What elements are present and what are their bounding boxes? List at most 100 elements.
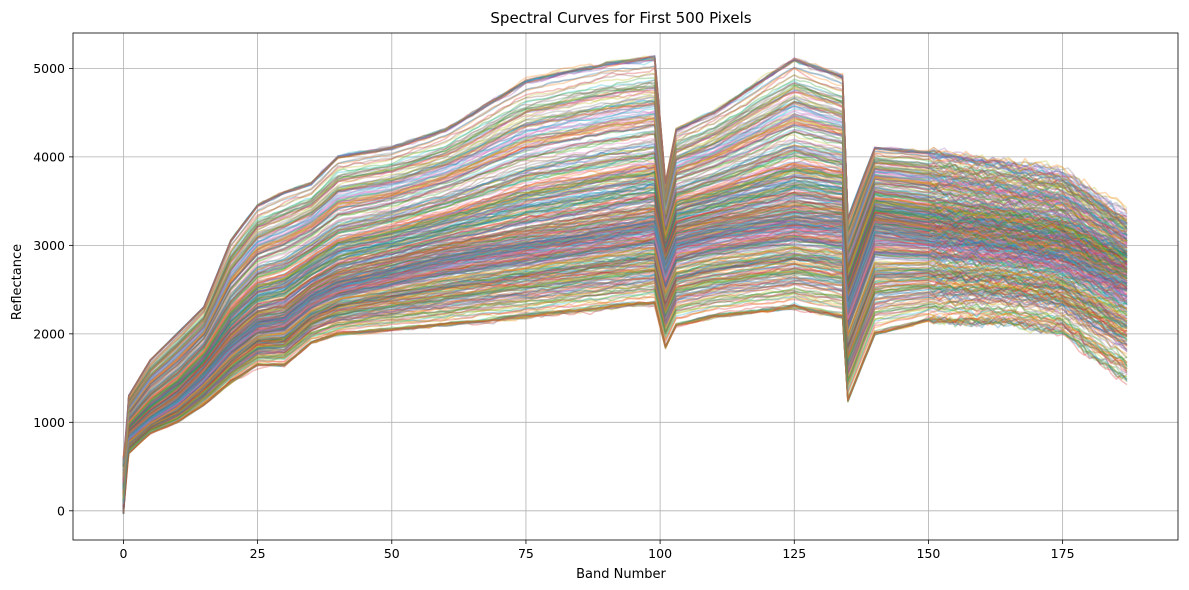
spectral-curve (122, 222, 1128, 481)
spectral-curve (122, 223, 1128, 492)
x-tick-label: 100 (648, 546, 672, 561)
spectral-curve (122, 84, 1128, 498)
spectral-curve (122, 98, 1128, 460)
spectral-curve (122, 215, 1128, 500)
spectral-curve (122, 245, 1128, 484)
spectral-curve (122, 302, 1128, 491)
spectral-curve (122, 73, 1128, 462)
spectral-curve (122, 176, 1128, 496)
spectral-curve (122, 246, 1128, 470)
spectral-curve (122, 235, 1128, 500)
spectral-curve (122, 234, 1128, 496)
spectral-curve (122, 238, 1128, 504)
spectral-curve (122, 250, 1128, 474)
x-tick-label: 150 (917, 546, 941, 561)
spectral-curve (122, 243, 1128, 510)
spectral-curve (122, 109, 1128, 514)
y-tick-label: 0 (57, 503, 65, 518)
spectral-curve (122, 269, 1128, 474)
grid (73, 33, 1178, 540)
x-tick-label: 50 (384, 546, 400, 561)
spectral-curve (122, 185, 1128, 503)
spectral-curve (122, 217, 1128, 506)
spectral-curve (122, 119, 1128, 511)
spectral-curve (122, 255, 1128, 479)
spectral-curve (122, 166, 1128, 514)
y-tick-label: 1000 (33, 415, 65, 430)
spectral-curve (122, 224, 1128, 513)
spectral-curve (122, 263, 1128, 481)
spectral-curve (122, 254, 1128, 490)
spectral-curve (122, 188, 1128, 466)
spectral-curve (122, 282, 1128, 470)
spectral-curve (122, 231, 1128, 506)
spectral-curve (122, 112, 1128, 480)
spectral-curve (122, 189, 1128, 496)
spectral-curve (122, 300, 1128, 486)
spectral-curve (122, 153, 1128, 473)
spectral-curve (122, 175, 1127, 496)
spectral-curve (122, 164, 1128, 475)
spectral-curve (122, 237, 1128, 493)
spectral-curve (122, 224, 1128, 507)
spectral-curve (122, 168, 1128, 458)
spectral-curve (122, 236, 1128, 487)
spectral-curve (122, 220, 1128, 483)
spectral-curve (122, 211, 1128, 514)
spectral-curve (122, 272, 1128, 486)
spectral-curve (122, 214, 1128, 471)
spectral-curve (122, 226, 1128, 503)
spectral-curve (122, 274, 1128, 467)
spectral-curve (122, 280, 1128, 492)
spectral-curve (122, 274, 1128, 513)
spectral-curve (122, 59, 1128, 514)
spectral-curve (122, 275, 1128, 459)
spectral-curve (122, 176, 1128, 503)
spectral-curve (122, 295, 1128, 498)
spectral-curve (122, 182, 1128, 504)
spectral-curve (122, 130, 1128, 500)
spectral-curve (122, 208, 1128, 491)
spectral-curve (122, 223, 1128, 501)
spectral-curve (122, 156, 1128, 465)
spectral-curve (122, 188, 1128, 464)
spectral-curve (122, 214, 1128, 504)
spectral-curve (122, 229, 1128, 486)
spectral-curve (122, 219, 1128, 465)
spectral-curve (122, 210, 1128, 496)
spectral-curve (122, 167, 1128, 462)
spectral-curve (122, 118, 1128, 493)
spectral-curve (122, 123, 1128, 479)
spectral-curve (122, 56, 1128, 471)
spectral-curve (122, 208, 1128, 485)
spectral-curve (122, 255, 1128, 508)
spectral-curve (122, 144, 1128, 486)
spectral-curve (122, 151, 1128, 505)
spectral-curve (122, 254, 1128, 468)
spectral-curve (122, 210, 1128, 477)
spectral-curve (122, 55, 1128, 471)
spectral-curve (122, 237, 1128, 490)
spectral-curve (122, 290, 1128, 478)
spectral-curve (122, 220, 1128, 464)
spectral-curve (122, 257, 1128, 508)
spectral-curve (122, 237, 1128, 467)
spectral-curve (122, 303, 1128, 473)
spectral-curve (122, 173, 1128, 466)
y-tick-label: 4000 (33, 149, 65, 164)
spectral-curve (122, 222, 1128, 482)
spectral-curve (122, 104, 1128, 509)
spectral-curve (122, 186, 1128, 493)
spectral-curve (122, 199, 1128, 468)
spectral-curve (122, 268, 1128, 475)
spectral-curve (122, 283, 1128, 503)
spectral-curve (122, 167, 1128, 465)
spectral-curve (122, 72, 1128, 471)
spectral-curve (122, 171, 1128, 512)
spectral-curve (122, 146, 1128, 505)
spectral-curve (122, 148, 1128, 467)
spectral-curve (122, 247, 1128, 492)
spectral-curve (122, 117, 1128, 478)
spectral-curve (122, 144, 1128, 506)
spectral-curve (122, 204, 1128, 477)
